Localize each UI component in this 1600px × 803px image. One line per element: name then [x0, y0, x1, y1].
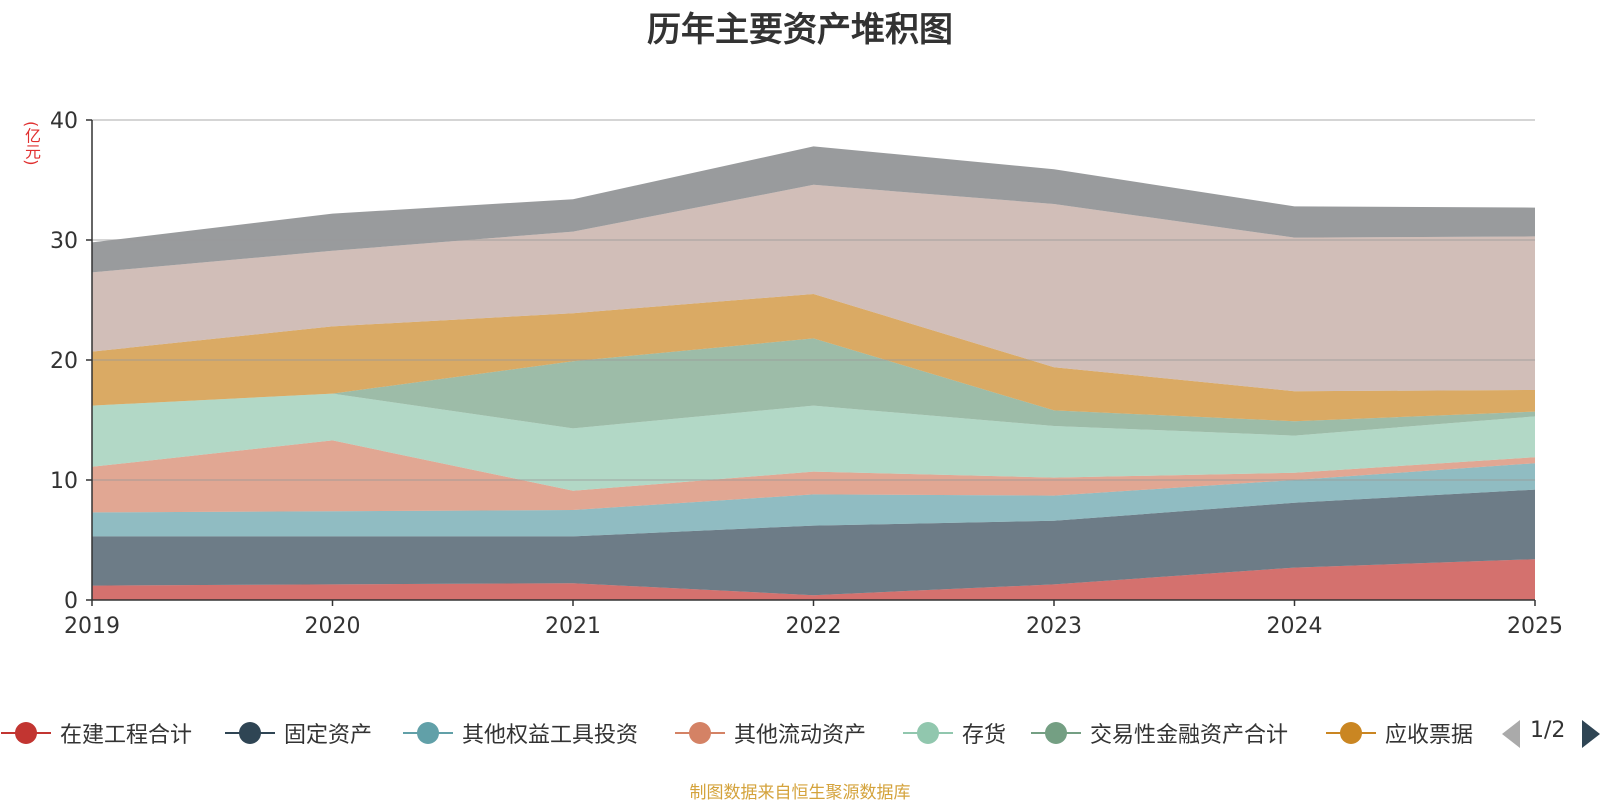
- legend-item[interactable]: 其他权益工具投资: [402, 715, 638, 751]
- legend-label: 交易性金融资产合计: [1090, 723, 1289, 748]
- y-tick-label: 10: [50, 469, 78, 494]
- y-tick-label: 20: [50, 349, 78, 374]
- legend-item[interactable]: 在建工程合计: [0, 715, 192, 751]
- area-series-0: [92, 559, 1535, 600]
- area-series-5: [92, 338, 1535, 436]
- area-series-8: [92, 146, 1535, 273]
- legend-pager: 1/2: [1500, 718, 1600, 748]
- legend-item[interactable]: 固定资产: [224, 715, 372, 751]
- chart-title: 历年主要资产堆积图: [647, 10, 953, 50]
- legend-item[interactable]: 其他流动资产: [674, 715, 866, 751]
- x-tick-label: 2024: [1267, 614, 1323, 639]
- legend-marker-icon: [903, 722, 953, 744]
- area-series-6: [92, 294, 1535, 422]
- legend-marker-icon: [1326, 722, 1376, 744]
- data-source-note: 制图数据来自恒生聚源数据库: [689, 783, 911, 803]
- x-tick-label: 2021: [545, 614, 601, 639]
- legend-label: 其他权益工具投资: [462, 723, 639, 748]
- y-tick-label: 0: [64, 589, 78, 614]
- x-tick-label: 2025: [1507, 614, 1563, 639]
- legend: 在建工程合计 固定资产 其他权益工具投资 其他流动资产 存货 交易性金融资产合计 应收票据: [0, 715, 1600, 751]
- legend-label: 在建工程合计: [60, 723, 193, 748]
- area-series-2: [92, 463, 1535, 537]
- legend-next-icon[interactable]: [1582, 720, 1600, 748]
- x-tick-label: 2020: [305, 614, 361, 639]
- x-tick-label: 2019: [64, 614, 120, 639]
- legend-marker-icon: [1031, 722, 1081, 744]
- x-tick-label: 2023: [1026, 614, 1082, 639]
- y-axis-unit: (亿元): [22, 121, 41, 166]
- area-series-3: [92, 440, 1535, 513]
- area-series-7: [92, 184, 1535, 392]
- legend-item[interactable]: 交易性金融资产合计: [1030, 715, 1288, 751]
- legend-label: 应收票据: [1385, 723, 1474, 748]
- legend-label: 固定资产: [284, 723, 373, 748]
- legend-marker-icon: [403, 722, 453, 744]
- legend-item[interactable]: 存货: [902, 715, 1006, 751]
- y-tick-label: 40: [50, 109, 78, 134]
- legend-label: 其他流动资产: [734, 723, 867, 748]
- legend-prev-icon[interactable]: [1502, 720, 1520, 748]
- legend-marker-icon: [225, 722, 275, 744]
- area-series-1: [92, 489, 1535, 596]
- x-tick-label: 2022: [786, 614, 842, 639]
- area-series-4: [92, 393, 1535, 491]
- legend-marker-icon: [1, 722, 51, 744]
- y-tick-label: 30: [50, 229, 78, 254]
- legend-page-indicator: 1/2: [1530, 718, 1566, 743]
- stacked-area-chart: 0 10 20 30 40 2019 2020 2021 2022 2023 2024 2025: [50, 109, 1563, 639]
- legend-marker-icon: [675, 722, 725, 744]
- legend-item[interactable]: 应收票据: [1325, 715, 1473, 751]
- legend-label: 存货: [962, 723, 1007, 748]
